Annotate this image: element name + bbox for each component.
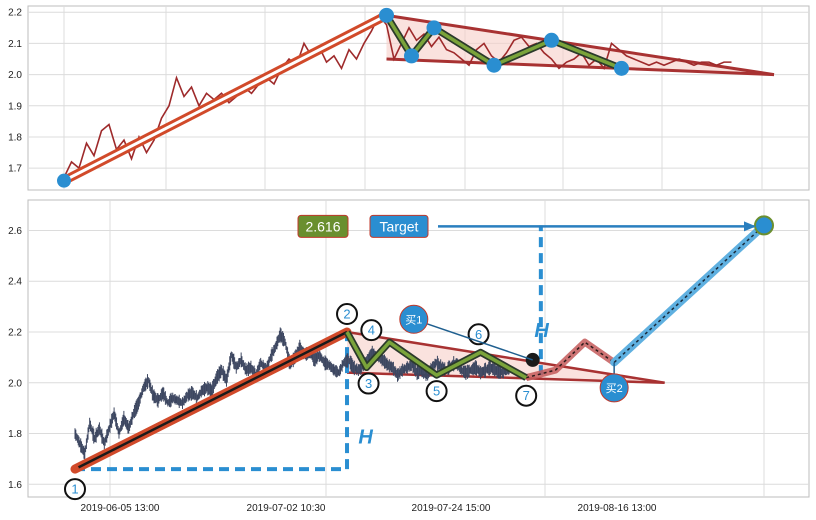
- pivot-label-text: 1: [71, 482, 78, 497]
- bottom-grid: [28, 200, 809, 497]
- bottom-y-tick-label: 2.6: [8, 226, 22, 237]
- bottom-y-ticks: 1.6 1.8 2.0 2.2 2.4 2.6: [8, 226, 22, 491]
- top-trend-inner: [63, 14, 388, 182]
- target-point: [754, 215, 774, 236]
- top-y-tick-label: 2.2: [8, 8, 22, 19]
- bottom-x-tick-label: 2019-06-05 13:00: [81, 503, 160, 514]
- buy-marker-circle: [599, 373, 629, 403]
- top-pivot-point: [404, 48, 419, 64]
- top-pivots: [57, 7, 629, 188]
- top-pivot-point: [379, 7, 394, 23]
- target-value-box: [297, 214, 349, 238]
- top-y-tick-label: 1.8: [8, 132, 22, 143]
- top-pivot-point: [426, 20, 442, 36]
- top-zigzag-inner: [385, 14, 623, 70]
- bottom-y-tick-label: 2.2: [8, 328, 22, 339]
- top-price-series: [63, 13, 732, 178]
- top-pivot-point: [486, 57, 502, 73]
- top-y-ticks: 1.7 1.8 1.9 2.0 2.1 2.2: [8, 8, 22, 175]
- buy-marker-circle: [399, 304, 429, 334]
- top-y-tick-label: 1.7: [8, 164, 22, 175]
- top-y-tick-label: 2.0: [8, 70, 22, 81]
- top-y-tick-label: 1.9: [8, 101, 22, 112]
- target-label-text: Target: [380, 218, 419, 234]
- pivot-label-text: 2: [343, 307, 350, 322]
- bottom-y-tick-label: 1.6: [8, 480, 22, 491]
- bottom-x-tick-label: 2019-07-24 15:00: [412, 503, 491, 514]
- projection-zigzag-inner: [526, 341, 615, 379]
- pivot-label-text: 5: [433, 384, 440, 399]
- projection-target-inner: [613, 224, 765, 364]
- bottom-pivot-start: [71, 465, 79, 474]
- target-arrow-head: [744, 221, 756, 232]
- bottom-y-tick-label: 2.4: [8, 277, 22, 288]
- top-trend-line: [59, 10, 391, 186]
- pivot-label-text: 6: [475, 327, 482, 342]
- pivot-label-circle: [336, 303, 359, 325]
- pivot-label-text: 7: [523, 388, 530, 403]
- pivot-label-circle: [360, 319, 383, 342]
- top-y-tick-label: 2.1: [8, 39, 22, 50]
- top-pivot-point: [614, 60, 629, 76]
- buy-marker-text: 买2: [606, 382, 623, 395]
- top-triangle-lower-line: [386, 57, 775, 77]
- bottom-y-tick-label: 2.0: [8, 378, 22, 389]
- buy-marker-text: 买1: [405, 313, 422, 326]
- bottom-x-tick-label: 2019-08-16 13:00: [578, 503, 657, 514]
- measure-h-label: H: [358, 427, 373, 449]
- top-panel: 1.7 1.8 1.9 2.0 2.1 2.2: [8, 5, 810, 191]
- top-price-line: [63, 13, 732, 178]
- pivot-label-text: 4: [368, 323, 375, 338]
- bottom-x-ticks: 2019-06-05 13:00 2019-07-02 10:30 2019-07-…: [81, 503, 657, 514]
- top-pivot-point: [544, 32, 559, 48]
- bottom-trend-line: [70, 327, 352, 474]
- measure-h-label: H: [534, 320, 549, 342]
- target-value-text: 2.616: [305, 218, 340, 234]
- annotations: 2.616 Target 买1 买2: [297, 214, 756, 403]
- bottom-y-tick-label: 1.8: [8, 429, 22, 440]
- pivot-label-text: 3: [365, 376, 372, 391]
- top-pivot-start: [57, 173, 71, 188]
- buy-marker-link: [413, 318, 533, 361]
- bottom-trend-inner: [74, 330, 348, 471]
- pivot-label-circle: [425, 380, 448, 403]
- pivot-label-circle: [64, 478, 86, 501]
- top-triangle-upper-line: [386, 13, 775, 77]
- pivot-label-circle: [515, 384, 538, 407]
- bottom-zigzag-inner: [345, 331, 528, 380]
- pivot-label-circle: [357, 372, 380, 395]
- bottom-panel: 1.61.82.02.22.42.6 2019-06-05 13:00 2019-…: [8, 199, 810, 514]
- projection-path: [525, 215, 774, 382]
- bottom-x-tick-label: 2019-07-02 10:30: [247, 503, 326, 514]
- bottom-pivots: 1 2 3 4 5 6 7: [64, 303, 538, 501]
- target-box: [369, 214, 429, 238]
